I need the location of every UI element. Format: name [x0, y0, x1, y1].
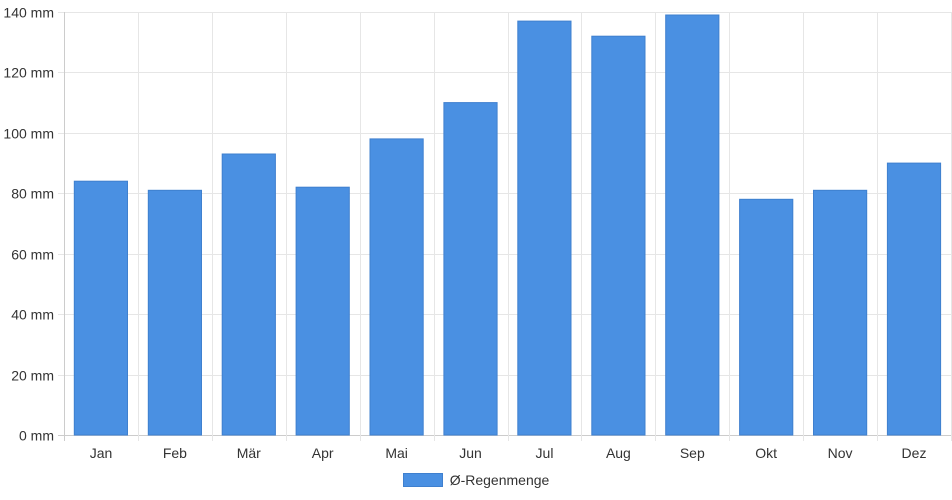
bar-jul — [517, 20, 572, 436]
y-tick-label: 140 mm — [3, 5, 54, 21]
x-tick-label: Okt — [755, 445, 777, 461]
bar-mai — [369, 138, 424, 436]
y-tick-label: 20 mm — [11, 368, 54, 384]
x-tick-label: Jun — [459, 445, 482, 461]
bar-jun — [443, 102, 498, 436]
bar-nov — [813, 189, 868, 436]
x-tick-label: Mär — [237, 445, 261, 461]
y-tick-label: 40 mm — [11, 307, 54, 323]
bar-apr — [295, 186, 350, 436]
y-tick-label: 100 mm — [3, 126, 54, 142]
bar-jan — [73, 180, 129, 436]
legend-swatch — [402, 473, 443, 487]
bar-feb — [147, 189, 203, 436]
bar-okt — [739, 198, 794, 436]
x-tick-label: Jul — [536, 445, 554, 461]
x-tick-label: Apr — [312, 445, 334, 461]
chart-canvas: 0 mm 20 mm 40 mm 60 mm 80 mm 100 mm 120 mm 140 … — [3, 5, 952, 461]
x-tick-label: Feb — [163, 445, 187, 461]
y-tick-label: 60 mm — [11, 247, 54, 263]
x-tick-label: Aug — [606, 445, 631, 461]
bar-sep — [665, 14, 720, 436]
y-tick-label: 0 mm — [19, 428, 54, 444]
y-tick-label: 80 mm — [11, 186, 54, 202]
y-tick-label: 120 mm — [3, 65, 54, 81]
chart-legend[interactable]: Ø-Regenmenge — [0, 472, 952, 488]
x-tick-label: Nov — [828, 445, 853, 461]
legend-label: Ø-Regenmenge — [449, 472, 550, 488]
x-tick-label: Dez — [902, 445, 927, 461]
x-tick-label: Mai — [385, 445, 408, 461]
bar-aug — [591, 35, 646, 436]
x-tick-label: Sep — [680, 445, 705, 461]
bar-dez — [886, 162, 942, 436]
x-tick-label: Jan — [90, 445, 113, 461]
bar-mär — [221, 153, 276, 436]
